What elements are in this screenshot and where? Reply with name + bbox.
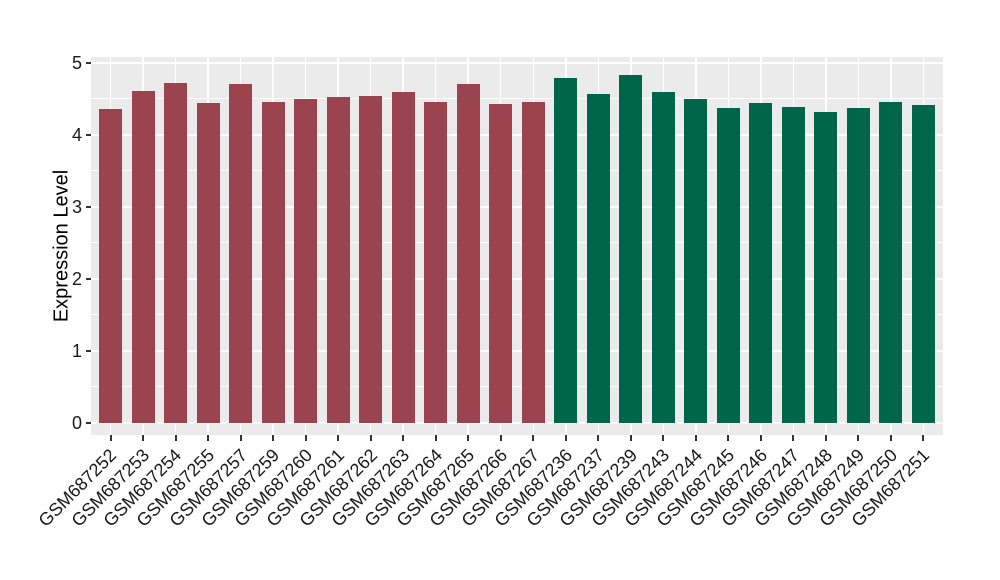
bar-GSM687247 bbox=[781, 107, 805, 423]
gridline-h-major bbox=[91, 349, 943, 352]
x-axis-tick bbox=[369, 435, 372, 441]
bar-GSM687244 bbox=[684, 99, 708, 423]
x-axis-tick bbox=[434, 435, 437, 441]
bar-GSM687255 bbox=[196, 103, 220, 423]
x-axis-tick bbox=[727, 435, 730, 441]
y-axis-tick-label: 3 bbox=[71, 196, 82, 217]
x-axis-tick bbox=[272, 435, 275, 441]
y-axis-tick bbox=[86, 133, 91, 136]
x-axis-tick bbox=[564, 435, 567, 441]
gridline-h-minor bbox=[91, 98, 943, 100]
bar-GSM687261 bbox=[326, 97, 350, 423]
x-axis-tick bbox=[174, 435, 177, 441]
bar-GSM687250 bbox=[879, 101, 903, 423]
x-axis-tick bbox=[694, 435, 697, 441]
y-axis-tick bbox=[86, 349, 91, 352]
x-axis-tick bbox=[532, 435, 535, 441]
x-axis-tick bbox=[499, 435, 502, 441]
bar-GSM687263 bbox=[391, 92, 415, 423]
bar-GSM687257 bbox=[229, 84, 253, 423]
y-axis-tick-label: 2 bbox=[71, 268, 82, 289]
y-axis-tick-label: 4 bbox=[71, 124, 82, 145]
gridline-h-major bbox=[91, 277, 943, 280]
x-axis-tick bbox=[597, 435, 600, 441]
x-axis-tick bbox=[109, 435, 112, 441]
bar-GSM687246 bbox=[749, 103, 773, 423]
gridline-h-minor bbox=[91, 170, 943, 172]
y-axis-tick bbox=[86, 61, 91, 64]
x-axis-tick bbox=[142, 435, 145, 441]
gridline-h-minor bbox=[91, 386, 943, 388]
chart-panel bbox=[91, 57, 943, 435]
x-axis-tick bbox=[922, 435, 925, 441]
bar-GSM687252 bbox=[99, 108, 122, 423]
x-axis-tick bbox=[857, 435, 860, 441]
bar-GSM687245 bbox=[716, 108, 740, 423]
y-axis-tick bbox=[86, 205, 91, 208]
x-axis-tick bbox=[402, 435, 405, 441]
y-axis-tick bbox=[86, 422, 91, 424]
x-axis-tick bbox=[629, 435, 632, 441]
x-axis-tick bbox=[207, 435, 210, 441]
y-axis-title: Expression Level bbox=[50, 169, 73, 323]
x-axis-tick bbox=[662, 435, 665, 441]
gridline-h-major bbox=[91, 205, 943, 208]
bar-GSM687260 bbox=[294, 99, 318, 423]
bar-GSM687239 bbox=[619, 74, 643, 423]
x-axis-tick bbox=[337, 435, 340, 441]
x-axis-tick bbox=[759, 435, 762, 441]
gridline-h-major bbox=[91, 133, 943, 136]
bar-GSM687251 bbox=[911, 104, 935, 423]
x-axis-tick bbox=[304, 435, 307, 441]
x-axis-tick bbox=[239, 435, 242, 441]
bar-GSM687265 bbox=[456, 84, 480, 423]
y-axis-tick-label: 0 bbox=[71, 413, 82, 433]
bar-GSM687248 bbox=[814, 111, 838, 423]
x-axis-tick bbox=[889, 435, 892, 441]
x-axis-tick bbox=[467, 435, 470, 441]
x-axis-tick bbox=[792, 435, 795, 441]
bar-GSM687266 bbox=[489, 103, 513, 423]
gridline-h-major bbox=[91, 422, 943, 424]
y-axis-tick-label: 1 bbox=[71, 340, 82, 361]
bar-GSM687243 bbox=[651, 91, 675, 423]
gridline-h-major bbox=[91, 61, 943, 64]
gridline-h-minor bbox=[91, 242, 943, 244]
x-axis-tick bbox=[824, 435, 827, 441]
y-axis-tick-label: 5 bbox=[71, 52, 82, 73]
bar-GSM687237 bbox=[586, 93, 610, 423]
bar-GSM687264 bbox=[424, 102, 448, 423]
bar-GSM687253 bbox=[131, 90, 155, 423]
bar-GSM687259 bbox=[261, 101, 285, 423]
bar-GSM687236 bbox=[554, 77, 578, 423]
bar-GSM687254 bbox=[164, 82, 188, 423]
bar-GSM687249 bbox=[846, 108, 870, 423]
y-axis-tick bbox=[86, 277, 91, 280]
bar-GSM687267 bbox=[521, 102, 545, 423]
gridline-h-minor bbox=[91, 314, 943, 316]
bar-GSM687262 bbox=[359, 95, 383, 423]
